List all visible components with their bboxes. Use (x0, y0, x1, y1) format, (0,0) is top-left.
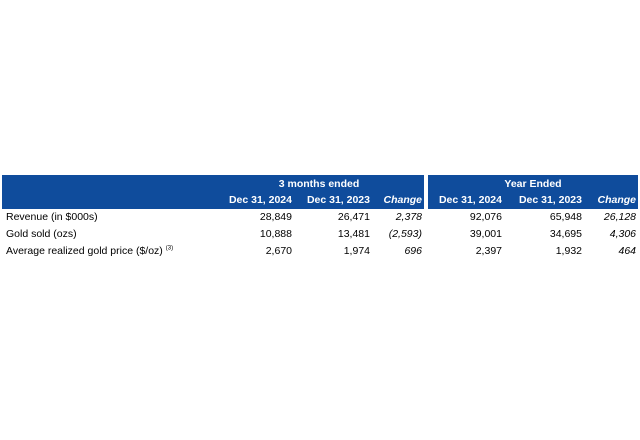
cell-q-2023: 26,471 (337, 211, 370, 223)
cell-q-2024: 2,670 (265, 245, 292, 257)
col-header-y-2024: Dec 31, 2024 (428, 192, 504, 209)
header-blank (2, 175, 214, 192)
table-row: Average realized gold price ($/oz) (3) 2… (2, 243, 638, 260)
cell-y-2024: 2,397 (475, 245, 502, 257)
cell-q-change: 696 (404, 245, 422, 257)
col-header-q-2023: Dec 31, 2023 (294, 192, 372, 209)
header-gap (424, 175, 428, 192)
cell-y-change: 4,306 (609, 228, 637, 240)
header-gap (424, 192, 428, 209)
cell-y-2023: 34,695 (549, 228, 582, 240)
cell-q-change: 2,378 (395, 211, 422, 223)
row-label: Gold sold (ozs) (6, 228, 77, 240)
group-header-3-months: 3 months ended (214, 175, 424, 192)
cell-y-2024: 39,001 (469, 228, 502, 240)
cell-q-change: (2,593) (388, 228, 422, 240)
row-label: Average realized gold price ($/oz) (3) (6, 245, 174, 257)
cell-q-2024: 10,888 (259, 228, 292, 240)
group-header-year: Year Ended (428, 175, 639, 192)
column-header-row: Dec 31, 2024 Dec 31, 2023 Change Dec 31,… (2, 192, 639, 209)
cell-y-2023: 65,948 (549, 211, 582, 223)
cell-y-change: 26,128 (603, 211, 637, 223)
cell-y-2023: 1,932 (555, 245, 582, 257)
cell-q-2024: 28,849 (259, 211, 292, 223)
table-row: Gold sold (ozs) 10,888 13,481 (2,593) 39… (2, 226, 638, 243)
col-header-y-change: Change (584, 192, 639, 209)
financial-summary-table: 3 months ended Year Ended Dec 31, 2024 D… (2, 175, 639, 260)
group-header-row: 3 months ended Year Ended (2, 175, 639, 192)
col-header-y-2023: Dec 31, 2023 (504, 192, 584, 209)
footnote-marker: (3) (165, 245, 174, 252)
row-label: Revenue (in $000s) (6, 211, 98, 223)
cell-y-change: 464 (618, 245, 637, 257)
col-header-q-change: Change (372, 192, 424, 209)
col-header-q-2024: Dec 31, 2024 (214, 192, 294, 209)
cell-q-2023: 13,481 (337, 228, 370, 240)
cell-q-2023: 1,974 (343, 245, 370, 257)
table-row: Revenue (in $000s) 28,849 26,471 2,378 9… (2, 209, 638, 226)
header-blank (2, 192, 214, 209)
cell-y-2024: 92,076 (469, 211, 502, 223)
